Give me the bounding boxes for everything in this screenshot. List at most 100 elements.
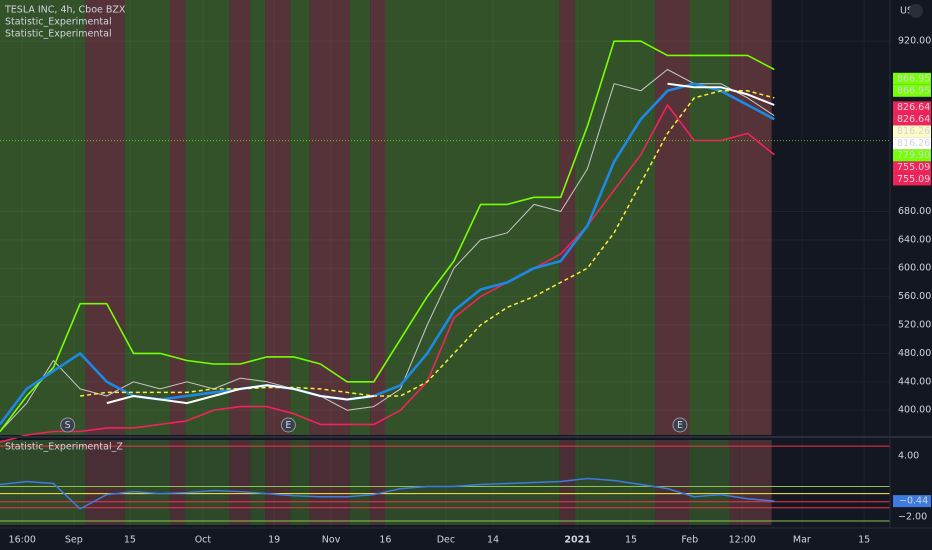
- y-tick-label: 920.00: [898, 36, 931, 47]
- band: [559, 440, 575, 525]
- series-line: [0, 40, 775, 432]
- chart-title: TESLA INC, 4h, Cboe BZX: [4, 5, 126, 16]
- x-tick-label: Feb: [681, 535, 698, 546]
- y-tick-label: 600.00: [898, 263, 931, 274]
- x-tick-label: 15: [625, 535, 637, 546]
- y-tick-label: 4.00: [898, 451, 919, 462]
- band: [729, 0, 772, 435]
- band: [385, 0, 560, 435]
- settings-button[interactable]: [909, 4, 923, 18]
- price-label: 816.26: [897, 126, 930, 137]
- indicator-label: Statistic_Experimental: [5, 17, 112, 28]
- price-label-box: [893, 72, 931, 85]
- price-label: 755.09: [897, 174, 930, 185]
- band: [229, 0, 251, 435]
- price-label-box: [893, 84, 931, 97]
- price-label: 779.90: [897, 150, 930, 161]
- band: [574, 0, 656, 435]
- series-line: [0, 104, 775, 443]
- price-label: 816.26: [897, 138, 930, 149]
- price-label: 755.09: [897, 162, 930, 173]
- band: [559, 0, 575, 435]
- y-tick-label: 680.00: [898, 206, 931, 217]
- band: [265, 440, 291, 525]
- lower-title: Statistic_Experimental_Z: [5, 442, 123, 453]
- series-line: [0, 69, 775, 432]
- bands: [0, 0, 772, 525]
- x-tick-label: 15: [124, 535, 136, 546]
- price-label-box: [893, 125, 931, 138]
- band: [185, 0, 230, 435]
- band: [290, 0, 310, 435]
- price-label-box: [893, 101, 931, 114]
- series-line: [106, 82, 775, 405]
- y-tick-label: 480.00: [898, 348, 931, 359]
- event-label: E: [677, 420, 683, 431]
- band: [169, 440, 186, 525]
- x-tick-label: Dec: [437, 535, 455, 546]
- x-tick-label: 16:00: [9, 535, 36, 546]
- band: [185, 440, 230, 525]
- band: [349, 0, 371, 435]
- y-tick-label: 520.00: [898, 320, 931, 331]
- band: [229, 440, 251, 525]
- price-label-box: [893, 161, 931, 174]
- y-tick-label: 400.00: [898, 405, 931, 416]
- price-label-box: [893, 173, 931, 186]
- z-label-box: [893, 495, 931, 508]
- lower-pane: [0, 445, 890, 522]
- band: [85, 440, 125, 525]
- y-tick-label: 640.00: [898, 234, 931, 245]
- price-label-box: [893, 137, 931, 150]
- price-label: 866.95: [897, 73, 930, 84]
- band: [169, 0, 186, 435]
- band: [250, 440, 266, 525]
- band: [85, 0, 125, 435]
- band: [124, 440, 170, 525]
- band: [655, 440, 690, 525]
- x-tick-label: 16: [379, 535, 391, 546]
- x-tick-label: Nov: [322, 535, 341, 546]
- x-tick-label: Mar: [793, 535, 811, 546]
- indicator-label: Statistic_Experimental: [5, 29, 112, 40]
- band: [370, 440, 386, 525]
- event-marker: [672, 417, 688, 433]
- band: [250, 0, 266, 435]
- x-tick-label: 14: [487, 535, 499, 546]
- price-label-box: [893, 149, 931, 162]
- series-line: [79, 90, 775, 397]
- series-line: [0, 82, 775, 426]
- x-tick-label: 15: [858, 535, 870, 546]
- band: [265, 0, 291, 435]
- x-tick-label: 2021: [564, 535, 590, 546]
- z-label: −0.44: [899, 496, 928, 507]
- y-tick-label: 560.00: [898, 291, 931, 302]
- price-label: 866.95: [897, 85, 930, 96]
- band: [124, 0, 170, 435]
- x-tick-label: Oct: [195, 535, 212, 546]
- band: [309, 440, 350, 525]
- band: [370, 0, 386, 435]
- band: [729, 440, 772, 525]
- band: [655, 0, 690, 435]
- event-marker: [60, 417, 76, 433]
- z-line: [0, 477, 775, 510]
- y-tick-label: −2.00: [898, 511, 927, 522]
- y-tick-label: 440.00: [898, 376, 931, 387]
- x-tick-label: 12:00: [729, 535, 756, 546]
- event-label: E: [285, 420, 291, 431]
- band: [574, 440, 656, 525]
- event-label: S: [65, 420, 71, 431]
- x-tick-label: 19: [268, 535, 280, 546]
- band: [689, 0, 730, 435]
- event-marker: [280, 417, 296, 433]
- band: [290, 440, 310, 525]
- price-label: 826.64: [897, 114, 930, 125]
- band: [0, 0, 86, 435]
- price-label-box: [893, 113, 931, 126]
- price-label: 826.64: [897, 102, 930, 113]
- band: [349, 440, 371, 525]
